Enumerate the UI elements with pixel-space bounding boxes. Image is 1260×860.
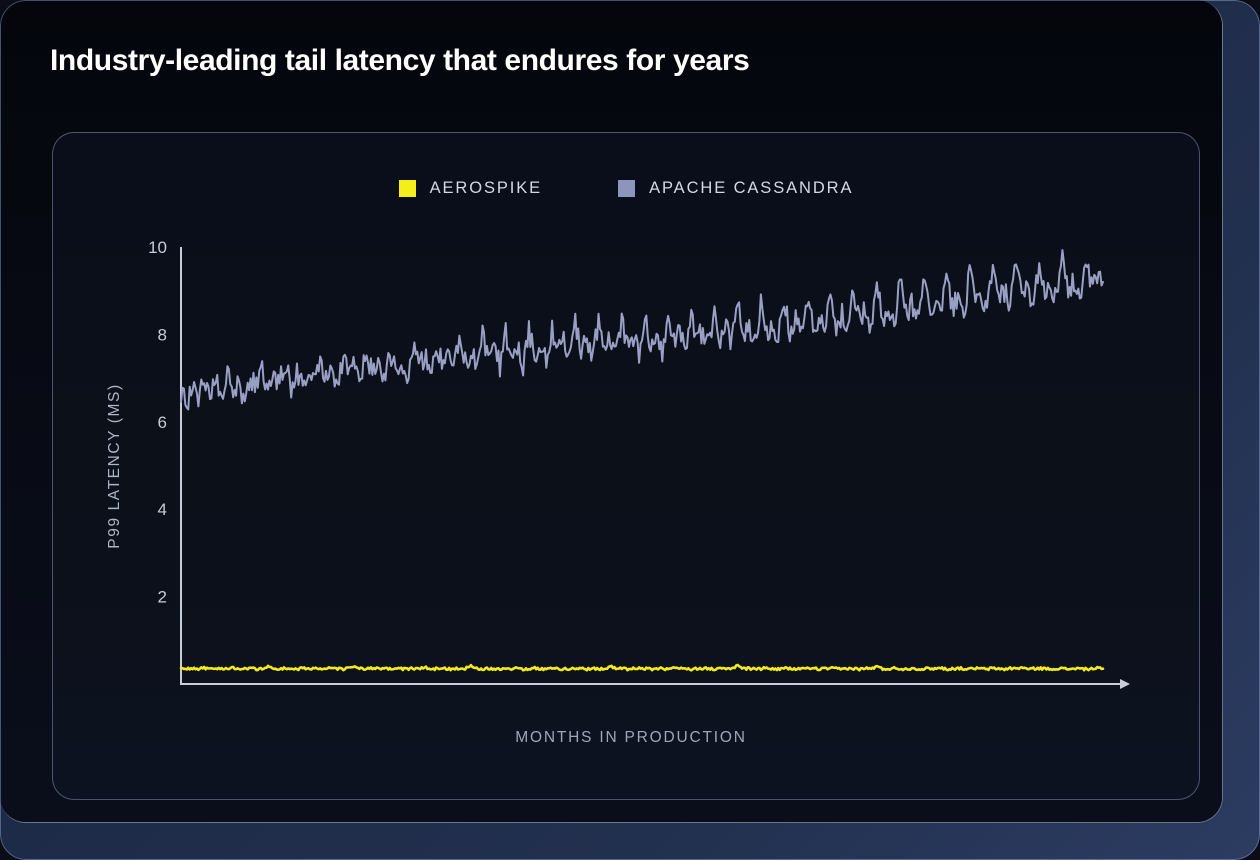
legend-item-aerospike[interactable]: AEROSPIKE [398, 179, 543, 198]
legend-label-apache-cassandra: APACHE CASSANDRA [649, 179, 854, 197]
y-axis-title: P99 LATENCY (MS) [106, 383, 123, 548]
legend-item-apache-cassandra[interactable]: APACHE CASSANDRA [618, 179, 853, 198]
y-tick-label: 4 [158, 500, 167, 519]
y-tick-labels: 2 4 6 8 10 [148, 238, 167, 607]
y-tick-label: 8 [158, 325, 167, 344]
square-swatch-icon [618, 180, 636, 197]
series-line-aerospike [179, 663, 1105, 672]
page-title: Industry-leading tail latency that endur… [50, 44, 750, 77]
chart-legend: AEROSPIKE APACHE CASSANDRA [53, 179, 1199, 198]
legend-label-aerospike: AEROSPIKE [429, 179, 543, 197]
chart-card: AEROSPIKE APACHE CASSANDRA [52, 132, 1200, 800]
plot-area: 2 4 6 8 10 P99 LATENCY (MS) MONTHS IN PRODUC… [53, 133, 1201, 801]
series-line-apache-cassandra [180, 249, 1104, 411]
chart-svg: 2 4 6 8 10 P99 LATENCY (MS) MONTHS IN PRODUC… [106, 238, 1130, 746]
y-tick-label: 2 [158, 588, 167, 607]
x-axis-title: MONTHS IN PRODUCTION [515, 729, 746, 746]
series-paths [179, 249, 1105, 672]
square-swatch-icon [398, 180, 416, 197]
y-tick-label: 6 [158, 413, 167, 432]
dark-panel: Industry-leading tail latency that endur… [0, 0, 1223, 823]
y-tick-label: 10 [148, 238, 167, 257]
